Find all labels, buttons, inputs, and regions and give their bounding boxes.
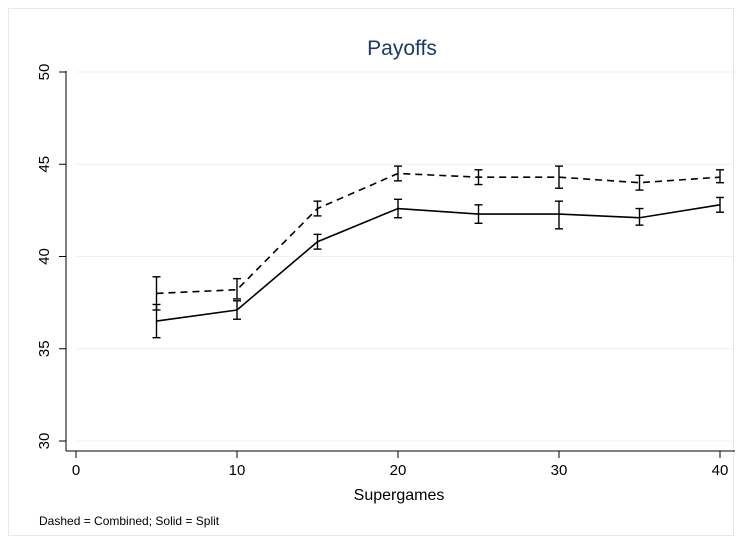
y-tick-label-40: 40 — [36, 248, 53, 265]
x-axis-label: Supergames — [354, 487, 445, 504]
y-tick-label-50: 50 — [36, 64, 53, 81]
y-tick-label-35: 35 — [36, 340, 53, 357]
payoffs-chart: Payoffs 30 35 40 45 50 0 10 20 30 40 Supergames D… — [36, 37, 735, 528]
series-line-dashed — [156, 172, 721, 295]
x-tick-label-10: 10 — [229, 462, 246, 479]
x-tick-label-30: 30 — [551, 462, 568, 479]
chart-frame: Payoffs 30 35 40 45 50 0 10 20 30 40 Supergames D… — [8, 8, 735, 536]
chart-note: Dashed = Combined; Solid = Split — [39, 514, 220, 528]
grid-lines — [76, 71, 735, 442]
y-tick-label-30: 30 — [36, 433, 53, 450]
series-layer — [152, 165, 724, 339]
axes: 30 35 40 45 50 0 10 20 30 40 — [36, 64, 735, 479]
y-tick-label-45: 45 — [36, 156, 53, 173]
chart-title: Payoffs — [367, 37, 437, 60]
x-tick-label-40: 40 — [712, 462, 729, 479]
x-tick-label-0: 0 — [72, 462, 80, 479]
series-line-solid — [156, 204, 721, 322]
x-tick-label-20: 20 — [390, 462, 407, 479]
